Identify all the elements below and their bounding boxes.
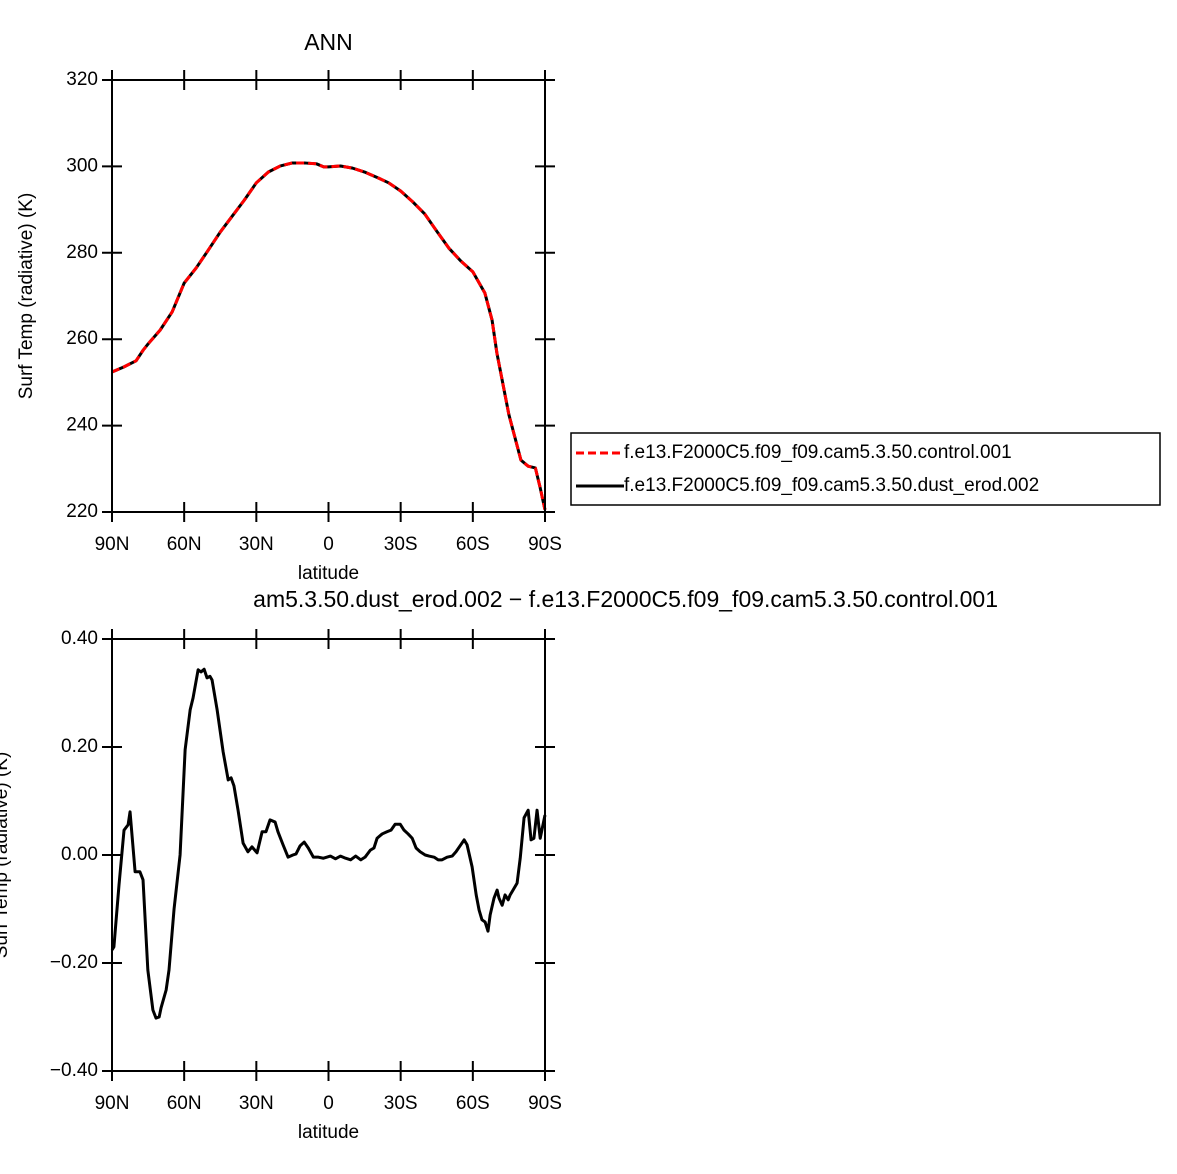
y-tick-label: −0.20 [50,952,98,973]
x-tick-label: 90S [528,534,562,555]
x-tick-label: 90N [95,534,130,555]
x-tick-label: 60S [456,534,490,555]
x-axis-label: latitude [298,1122,359,1143]
x-tick-label: 90N [95,1093,130,1114]
y-tick-label: −0.40 [50,1060,98,1081]
y-tick-label: 0.40 [61,628,98,649]
x-tick-label: 60N [167,1093,202,1114]
y-axis-label: Surf Temp (radiative) (K) [16,193,37,400]
series-line [111,161,547,511]
x-tick-label: 30S [384,534,418,555]
series-line [110,667,547,1020]
y-tick-label: 320 [66,69,98,90]
x-tick-label: 90S [528,1093,562,1114]
y-tick-label: 240 [66,415,98,436]
legend-label: f.e13.F2000C5.f09_f09.cam5.3.50.dust_ero… [624,475,1039,496]
y-tick-label: 0.20 [61,736,98,757]
y-tick-label: 260 [66,328,98,349]
chart-title: am5.3.50.dust_erod.002 − f.e13.F2000C5.f… [253,586,998,612]
plot-frame [111,638,546,1072]
series-line [111,161,547,511]
legend-label: f.e13.F2000C5.f09_f09.cam5.3.50.control.… [624,442,1012,463]
chart-title: ANN [304,29,353,55]
x-tick-label: 60S [456,1093,490,1114]
y-tick-label: 0.00 [61,844,98,865]
y-axis-label: Surf Temp (radiative) (K) [0,752,12,959]
x-tick-label: 30N [239,534,274,555]
x-tick-label: 0 [323,1093,334,1114]
x-tick-label: 60N [167,534,202,555]
legend-box [570,432,1161,506]
x-tick-label: 0 [323,534,334,555]
plot-frame [111,79,546,513]
x-axis-label: latitude [298,563,359,584]
y-tick-label: 220 [66,501,98,522]
x-tick-label: 30N [239,1093,274,1114]
y-tick-label: 280 [66,242,98,263]
y-tick-label: 300 [66,155,98,176]
x-tick-label: 30S [384,1093,418,1114]
